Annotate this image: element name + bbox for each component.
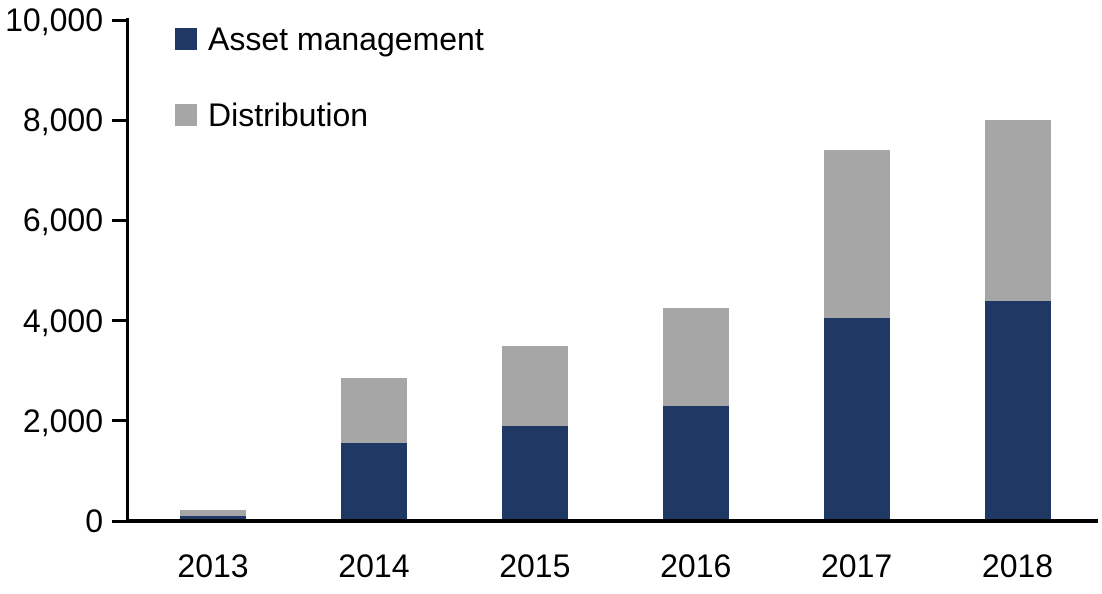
y-tick-label-10-000: 10,000 (5, 2, 103, 38)
bar-segment-distribution-2017 (823, 150, 890, 319)
y-axis-line (126, 18, 129, 521)
bar-segment-asset-management-2014 (340, 443, 407, 521)
legend-label-asset-management: Asset management (208, 21, 484, 57)
x-tick-label-2016: 2016 (660, 548, 732, 584)
y-tick-4-000 (112, 319, 126, 323)
x-tick-label-2017: 2017 (821, 548, 893, 584)
y-tick-2-000 (112, 419, 126, 423)
legend-item-asset-management: Asset management (175, 21, 484, 57)
bar-segment-asset-management-2013 (180, 515, 246, 521)
bar-segment-asset-management-2016 (662, 405, 729, 521)
bar-segment-asset-management-2017 (823, 318, 890, 521)
y-tick-label-0: 0 (85, 503, 103, 539)
y-tick-label-4-000: 4,000 (22, 302, 103, 339)
y-tick-label-6-000: 6,000 (22, 202, 103, 239)
y-tick-0 (112, 519, 126, 523)
y-tick-6-000 (112, 218, 126, 222)
x-tick-label-2015: 2015 (499, 548, 571, 584)
bar-segment-asset-management-2018 (984, 300, 1051, 521)
y-tick-10-000 (112, 18, 126, 22)
bar-segment-distribution-2015 (501, 345, 568, 426)
legend-swatch-asset-management (175, 28, 197, 50)
bar-segment-distribution-2016 (662, 308, 729, 406)
x-axis-line (126, 519, 1098, 523)
y-tick-label-8-000: 8,000 (22, 102, 103, 139)
x-tick-label-2013: 2013 (177, 548, 249, 584)
x-tick-label-2014: 2014 (338, 548, 410, 584)
legend-label-distribution: Distribution (208, 97, 369, 133)
chart-legend: Asset management Distribution (175, 21, 484, 133)
y-tick-8-000 (112, 118, 126, 122)
bar-segment-distribution-2013 (180, 509, 246, 516)
legend-item-distribution: Distribution (175, 97, 484, 133)
bar-segment-distribution-2014 (340, 378, 407, 444)
bar-segment-distribution-2018 (984, 120, 1051, 301)
bar-segment-asset-management-2015 (501, 425, 568, 521)
legend-swatch-distribution (175, 104, 197, 126)
y-tick-label-2-000: 2,000 (22, 402, 103, 439)
x-tick-label-2018: 2018 (981, 548, 1054, 584)
